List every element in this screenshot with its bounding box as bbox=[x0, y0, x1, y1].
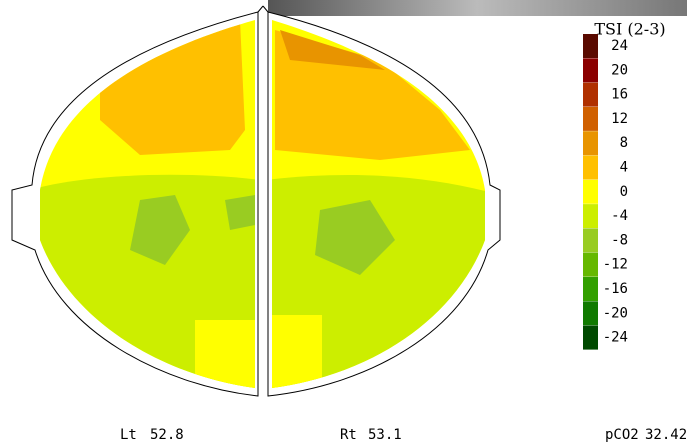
footer: Lt 52.8 Rt 53.1 pCO2 32.42 bbox=[120, 427, 687, 443]
legend-swatch bbox=[583, 180, 598, 204]
legend-label: -12 bbox=[603, 257, 628, 273]
footer-value: 32.42 bbox=[645, 427, 687, 443]
legend-swatch bbox=[583, 326, 598, 350]
legend-label: 4 bbox=[620, 160, 628, 176]
photo-strip bbox=[268, 0, 687, 16]
legend-label: -8 bbox=[611, 232, 628, 248]
footer-value: 53.1 bbox=[368, 427, 402, 443]
legend-swatch bbox=[583, 131, 598, 155]
footer-value: 52.8 bbox=[150, 427, 184, 443]
topographic-map: TSI (2-3) 24 20 16 12 8 4 0 -4 -8 -12 -16 -20 -24 Lt… bbox=[0, 0, 687, 445]
legend-label: -24 bbox=[603, 330, 628, 346]
footer-label: pCO2 bbox=[605, 427, 639, 443]
legend-label: 0 bbox=[620, 184, 628, 200]
legend-label: 24 bbox=[611, 38, 628, 54]
legend-swatch bbox=[583, 228, 598, 252]
legend-swatch bbox=[583, 107, 598, 131]
legend-swatch bbox=[583, 156, 598, 180]
legend-swatch bbox=[583, 204, 598, 228]
legend-label: -16 bbox=[603, 281, 628, 297]
legend-swatch bbox=[583, 277, 598, 301]
legend-label: 8 bbox=[620, 135, 628, 151]
legend-label: 20 bbox=[611, 62, 628, 78]
legend-label: 16 bbox=[611, 87, 628, 103]
legend-swatch bbox=[583, 301, 598, 325]
footer-label: Rt bbox=[340, 427, 357, 443]
legend-swatch bbox=[583, 253, 598, 277]
legend-title: TSI (2-3) bbox=[594, 20, 665, 39]
legend-label: -20 bbox=[603, 305, 628, 321]
legend-swatch bbox=[583, 83, 598, 107]
color-legend: 24 20 16 12 8 4 0 -4 -8 -12 -16 -20 -24 bbox=[583, 34, 628, 350]
footer-label: Lt bbox=[120, 427, 137, 443]
legend-swatch bbox=[583, 58, 598, 82]
legend-swatch bbox=[583, 34, 598, 58]
legend-label: -4 bbox=[611, 208, 628, 224]
legend-label: 12 bbox=[611, 111, 628, 127]
